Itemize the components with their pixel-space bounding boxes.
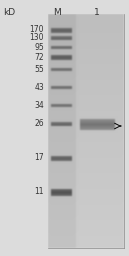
Text: 130: 130 (30, 34, 44, 42)
Text: 1: 1 (94, 8, 100, 17)
Text: 170: 170 (30, 26, 44, 35)
Text: 95: 95 (34, 42, 44, 51)
Text: 55: 55 (34, 65, 44, 73)
Text: 34: 34 (34, 101, 44, 110)
Text: 43: 43 (34, 82, 44, 91)
Text: kD: kD (3, 8, 15, 17)
Text: 72: 72 (34, 52, 44, 61)
Text: 26: 26 (34, 120, 44, 129)
Text: 11: 11 (34, 187, 44, 197)
Text: 17: 17 (34, 154, 44, 163)
Text: M: M (53, 8, 61, 17)
